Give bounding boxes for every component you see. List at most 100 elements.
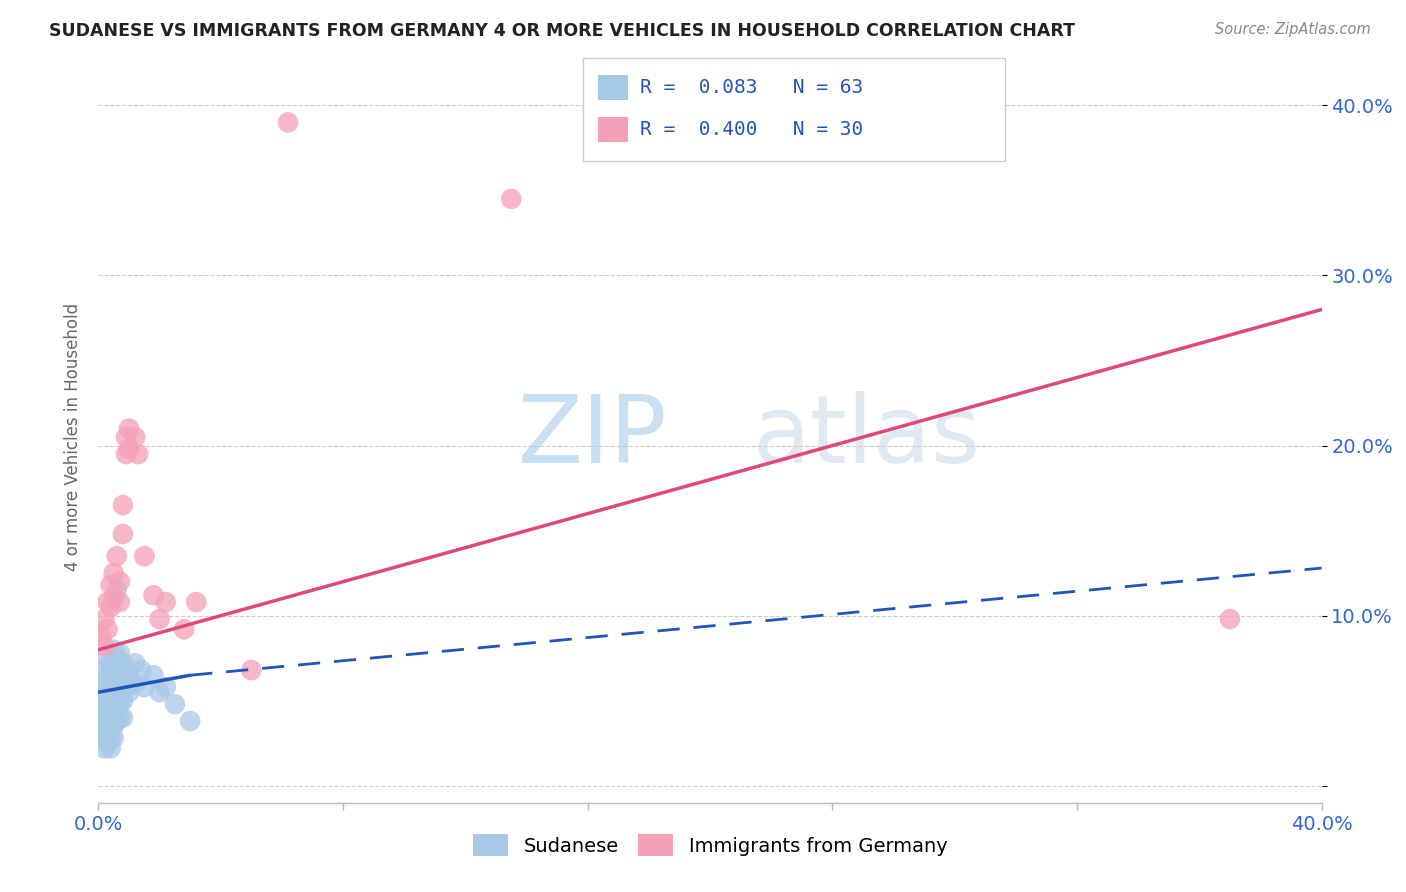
Point <box>134 680 156 694</box>
Point <box>179 714 201 728</box>
Point <box>97 651 120 665</box>
Point <box>115 447 138 461</box>
Point <box>115 430 138 444</box>
Point <box>108 685 131 699</box>
Point <box>240 663 263 677</box>
Point <box>90 685 112 699</box>
Point <box>149 612 172 626</box>
Text: Source: ZipAtlas.com: Source: ZipAtlas.com <box>1215 22 1371 37</box>
Y-axis label: 4 or more Vehicles in Household: 4 or more Vehicles in Household <box>63 303 82 571</box>
Point <box>105 673 128 688</box>
Text: ZIP: ZIP <box>517 391 668 483</box>
Point <box>93 741 115 756</box>
Point <box>100 731 122 746</box>
Text: R =  0.400   N = 30: R = 0.400 N = 30 <box>640 120 863 139</box>
Point <box>115 663 138 677</box>
Point <box>1219 612 1241 626</box>
Point <box>100 719 122 733</box>
Point <box>93 690 115 705</box>
Point <box>105 651 128 665</box>
Point <box>142 668 165 682</box>
Point <box>103 707 125 722</box>
Point <box>103 642 125 657</box>
Point <box>129 663 152 677</box>
Point <box>163 697 186 711</box>
Point <box>118 442 141 456</box>
Point <box>90 707 112 722</box>
Point <box>124 430 146 444</box>
Point <box>124 677 146 691</box>
Point <box>108 697 131 711</box>
Point <box>93 612 115 626</box>
Point <box>108 711 131 725</box>
Point <box>111 694 134 708</box>
Point <box>97 690 120 705</box>
Point <box>97 668 120 682</box>
Point <box>93 680 115 694</box>
Point <box>93 714 115 728</box>
Point <box>97 714 120 728</box>
Point <box>155 680 177 694</box>
Point <box>97 702 120 716</box>
Point <box>100 600 122 615</box>
Point <box>111 527 134 541</box>
Point <box>93 702 115 716</box>
Point <box>103 566 125 581</box>
Point <box>97 680 120 694</box>
Point <box>97 736 120 750</box>
Point <box>100 673 122 688</box>
Point <box>111 657 134 671</box>
Point <box>97 595 120 609</box>
Legend: Sudanese, Immigrants from Germany: Sudanese, Immigrants from Germany <box>463 824 957 866</box>
Point <box>100 697 122 711</box>
Point <box>90 697 112 711</box>
Point <box>118 668 141 682</box>
Point <box>127 447 149 461</box>
Point <box>501 192 523 206</box>
Point <box>103 731 125 746</box>
Point <box>103 591 125 606</box>
Text: SUDANESE VS IMMIGRANTS FROM GERMANY 4 OR MORE VEHICLES IN HOUSEHOLD CORRELATION : SUDANESE VS IMMIGRANTS FROM GERMANY 4 OR… <box>49 22 1076 40</box>
Point <box>100 657 122 671</box>
Point <box>100 685 122 699</box>
Point <box>134 549 156 563</box>
Point <box>90 629 112 643</box>
Text: atlas: atlas <box>752 391 981 483</box>
Point <box>93 640 115 654</box>
Point <box>100 707 122 722</box>
Point <box>105 549 128 563</box>
Point <box>115 680 138 694</box>
Point <box>124 657 146 671</box>
Point <box>111 498 134 512</box>
Point <box>103 719 125 733</box>
Point <box>105 690 128 705</box>
Point <box>90 714 112 728</box>
Point <box>173 622 195 636</box>
Point <box>111 677 134 691</box>
Point <box>108 646 131 660</box>
Point <box>105 714 128 728</box>
Point <box>105 702 128 716</box>
Text: R =  0.083   N = 63: R = 0.083 N = 63 <box>640 78 863 97</box>
Point <box>103 663 125 677</box>
Point <box>142 588 165 602</box>
Point <box>186 595 208 609</box>
Point <box>103 680 125 694</box>
Point <box>108 668 131 682</box>
Point <box>108 574 131 589</box>
Point <box>103 694 125 708</box>
Point <box>108 595 131 609</box>
Point <box>97 724 120 739</box>
Point <box>155 595 177 609</box>
Point <box>100 741 122 756</box>
Point <box>100 578 122 592</box>
Point <box>93 663 115 677</box>
Point <box>105 583 128 598</box>
Point <box>277 115 299 129</box>
Point <box>111 711 134 725</box>
Point <box>93 724 115 739</box>
Point <box>93 731 115 746</box>
Point <box>118 685 141 699</box>
Point <box>97 622 120 636</box>
Point <box>118 421 141 435</box>
